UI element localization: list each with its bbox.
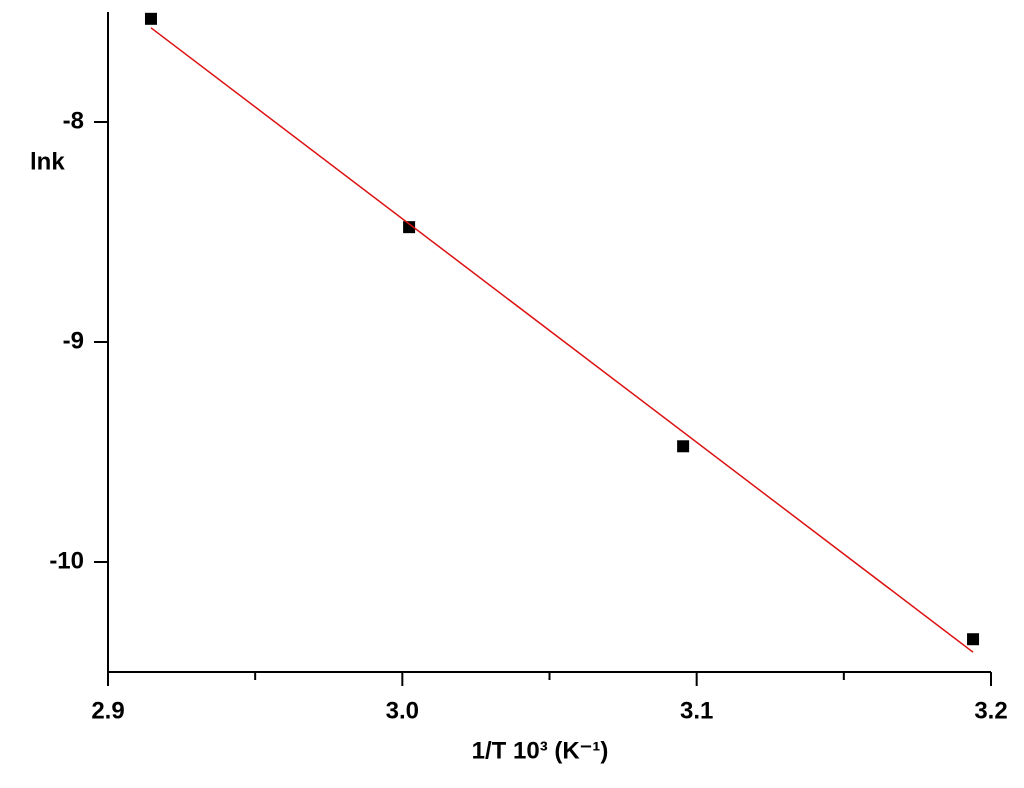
y-axis-label: lnk [30,148,65,175]
x-tick-label: 2.9 [91,697,124,724]
point [677,440,690,453]
point [967,633,980,646]
fit-line [150,27,974,653]
y-tick-label: -8 [63,107,84,134]
point [403,221,416,234]
x-tick-label: 3.0 [386,697,419,724]
point [144,12,157,25]
y-tick-label: -9 [63,327,84,354]
y-tick-label: -10 [49,547,84,574]
x-axis-label: 1/T 10³ (K⁻¹) [472,737,609,764]
x-tick-label: 3.2 [974,697,1007,724]
x-tick-label: 3.1 [680,697,713,724]
